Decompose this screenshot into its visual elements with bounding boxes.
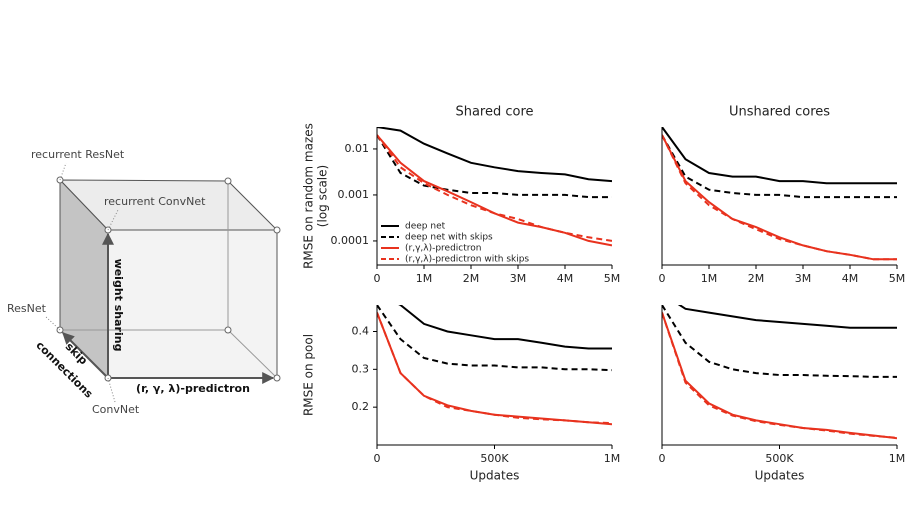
x-tick-label: 5M: [889, 272, 906, 285]
plot-area: [662, 305, 897, 440]
y-tick-label: 0.4: [352, 324, 370, 337]
x-tick-label: 1M: [416, 272, 433, 285]
x-tick-label: 4M: [557, 272, 574, 285]
y-tick-label: 0.2: [352, 400, 370, 413]
x-axis-label: Updates: [470, 469, 520, 483]
series-line: [662, 312, 897, 439]
leader: [44, 315, 61, 331]
series-line: [677, 305, 897, 329]
plot-area: [377, 305, 612, 426]
y-axis-label: (log scale): [316, 165, 330, 227]
x-tick-label: 4M: [842, 272, 859, 285]
legend-label: deep net with skips: [405, 233, 493, 243]
plot-area: [662, 127, 897, 261]
legend-label: (r,γ,λ)-predictron with skips: [405, 255, 529, 265]
label: ResNet: [7, 302, 47, 315]
x-tick-label: 2M: [748, 272, 765, 285]
cube-vertices: [56, 176, 281, 382]
series-line: [398, 305, 612, 350]
label: ConvNet: [92, 403, 140, 416]
cube-hidden-edge: [227, 329, 278, 379]
label: (r, γ, λ)-predictron: [136, 382, 250, 395]
y-axis-label: RMSE on random mazes: [302, 123, 316, 269]
label: recurrent ResNet: [31, 148, 125, 161]
chart-title: Shared core: [455, 105, 533, 120]
series-line: [377, 134, 612, 242]
x-tick-label: 0: [374, 272, 381, 285]
series-line: [662, 134, 897, 199]
x-tick-label: 1M: [701, 272, 718, 285]
x-tick-label: 1M: [889, 452, 906, 465]
x-tick-label: 0: [659, 452, 666, 465]
cube-front: [107, 229, 278, 379]
x-tick-label: 0: [374, 452, 381, 465]
leader: [107, 377, 116, 403]
x-tick-label: 500K: [480, 452, 509, 465]
series-line: [377, 312, 612, 425]
series-line: [662, 134, 897, 261]
legend-label: (r,γ,λ)-predictron: [405, 244, 482, 254]
series-line: [662, 127, 897, 185]
series-line: [377, 134, 612, 199]
x-tick-label: 3M: [795, 272, 812, 285]
x-tick-label: 1M: [604, 452, 621, 465]
y-tick-label: 0.3: [352, 362, 370, 375]
x-axis-label: Updates: [755, 469, 805, 483]
chart-title: Unshared cores: [729, 105, 830, 120]
leader: [107, 209, 119, 231]
series-line: [662, 312, 897, 440]
label: recurrent ConvNet: [104, 195, 206, 208]
plot-area: [377, 127, 612, 247]
x-tick-label: 5M: [604, 272, 621, 285]
legend-label: deep net: [405, 222, 446, 232]
series-line: [662, 134, 897, 261]
x-tick-label: 2M: [463, 272, 480, 285]
series-line: [662, 305, 897, 378]
series-line: [377, 305, 612, 372]
y-tick-label: 0.001: [338, 188, 370, 201]
series-line: [377, 127, 612, 183]
arrow: [62, 332, 109, 379]
leader: [59, 162, 67, 181]
y-axis-label: RMSE on pool: [302, 334, 316, 416]
label: weight sharing: [112, 259, 125, 352]
cube-diagram: recurrent ResNet recurrent ConvNet ResNe…: [7, 148, 281, 416]
x-tick-label: 500K: [765, 452, 794, 465]
y-tick-label: 0.0001: [331, 234, 370, 247]
x-tick-label: 3M: [510, 272, 527, 285]
x-tick-label: 0: [659, 272, 666, 285]
y-tick-label: 0.01: [345, 142, 370, 155]
